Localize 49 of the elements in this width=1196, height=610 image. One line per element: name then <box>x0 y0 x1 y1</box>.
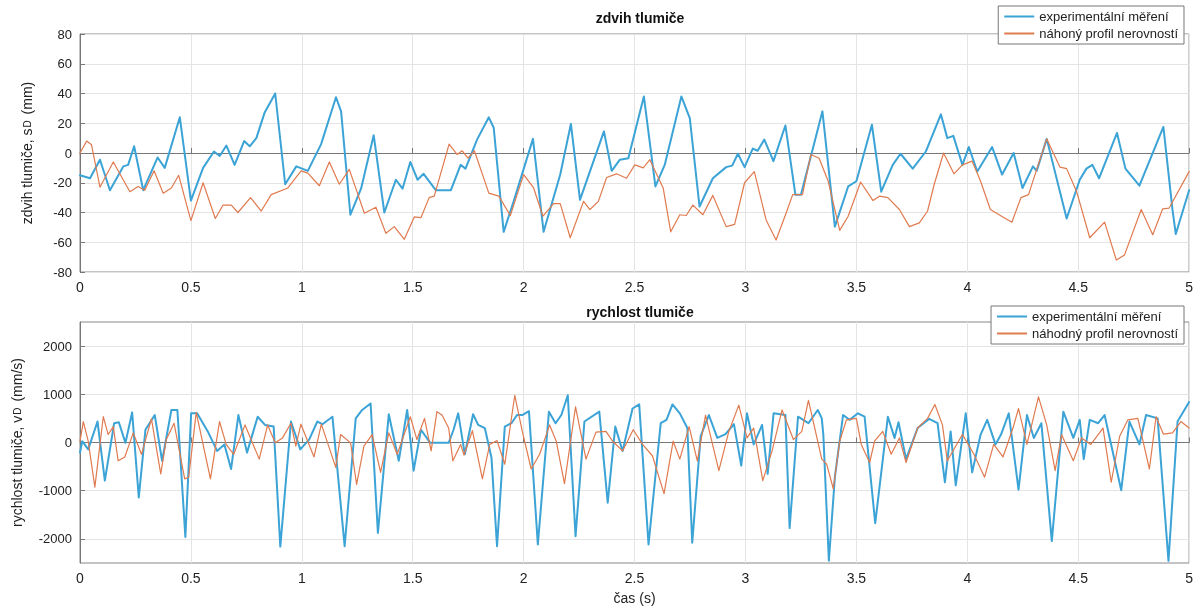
x-tick-label: 2 <box>519 279 528 295</box>
x-tick-label: 4.5 <box>1068 279 1089 295</box>
y-tick-label: 40 <box>57 86 72 101</box>
y-tick-label: -80 <box>53 264 72 280</box>
y-tick-label: 20 <box>57 115 72 131</box>
x-tick-label: 5 <box>1185 570 1194 586</box>
y-tick-label: 1000 <box>43 386 72 402</box>
legend-label: náhodný profil nerovností <box>1032 326 1179 341</box>
x-tick-label: 1.5 <box>403 279 423 295</box>
chart-title: zdvih tlumiče <box>595 10 685 26</box>
chart-title: rychlost tlumiče <box>586 304 694 320</box>
x-tick-label: 3.5 <box>846 279 867 295</box>
y-tick-label: 80 <box>57 26 72 42</box>
line-series <box>79 138 1190 261</box>
line-series <box>79 92 1191 236</box>
legend-label: náhoný profil nerovností <box>1039 26 1179 41</box>
x-tick-label: 3 <box>741 279 750 295</box>
x-tick-label: 2.5 <box>624 570 645 586</box>
x-tick-label: 4 <box>963 279 972 295</box>
y-tick-label: -40 <box>53 205 72 220</box>
x-tick-label: 1.5 <box>403 570 423 586</box>
x-tick-label: 3 <box>741 570 750 586</box>
y-tick-label: 2000 <box>43 338 72 354</box>
legend-label: experimentální měření <box>1039 9 1169 24</box>
y-axis-title: zdvih tlumiče, sD (mm) <box>19 81 35 225</box>
x-tick-label: 0 <box>76 279 85 295</box>
x-tick-label: 1 <box>297 279 306 295</box>
y-tick-label: -20 <box>53 175 72 191</box>
legend-label: experimentální měření <box>1032 309 1162 324</box>
y-tick-label: 60 <box>57 56 72 72</box>
y-tick-label: -1000 <box>38 483 72 499</box>
y-axis-title: rychlost tlumiče, vD (mm/s) <box>9 358 25 527</box>
x-axis-title: čas (s) <box>613 590 656 606</box>
x-tick-label: 1 <box>297 570 306 586</box>
y-tick-label: -2000 <box>38 531 72 547</box>
line-series <box>79 394 1190 495</box>
x-tick-label: 4 <box>963 570 972 586</box>
x-tick-label: 4.5 <box>1068 570 1089 586</box>
x-tick-label: 0 <box>76 570 85 586</box>
x-tick-label: 5 <box>1185 279 1194 295</box>
x-tick-label: 2.5 <box>624 279 645 295</box>
y-tick-label: 0 <box>64 145 72 161</box>
y-tick-label: 0 <box>64 435 72 450</box>
line-series <box>79 394 1191 562</box>
x-tick-label: 0.5 <box>181 279 201 295</box>
y-tick-label: -60 <box>53 234 72 250</box>
x-tick-label: 2 <box>519 570 528 586</box>
x-tick-label: 3.5 <box>846 570 867 586</box>
x-tick-label: 0.5 <box>181 570 201 586</box>
